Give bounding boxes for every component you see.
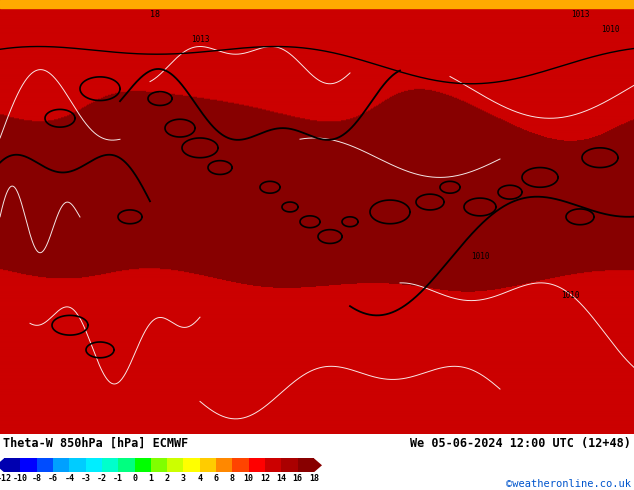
Bar: [265, 458, 281, 472]
Bar: [249, 458, 265, 472]
Text: 1013: 1013: [571, 10, 589, 19]
Text: -1: -1: [113, 474, 123, 483]
Text: -8: -8: [32, 474, 42, 483]
Bar: [298, 458, 314, 472]
Bar: [183, 458, 200, 472]
Text: -12: -12: [0, 474, 11, 483]
Bar: [37, 458, 53, 472]
Text: 12: 12: [260, 474, 270, 483]
Polygon shape: [314, 458, 322, 472]
Text: 1010: 1010: [471, 252, 489, 261]
Text: 3: 3: [181, 474, 186, 483]
Text: -2: -2: [97, 474, 107, 483]
Text: -10: -10: [13, 474, 28, 483]
Bar: [102, 458, 118, 472]
Text: 16: 16: [293, 474, 302, 483]
Text: 4: 4: [197, 474, 202, 483]
Text: -3: -3: [81, 474, 91, 483]
Text: 6: 6: [214, 474, 219, 483]
Text: 10: 10: [243, 474, 254, 483]
Bar: [53, 458, 69, 472]
Bar: [69, 458, 86, 472]
Bar: [281, 458, 298, 472]
Bar: [233, 458, 249, 472]
Text: 1010: 1010: [601, 25, 619, 34]
Bar: [0, 0, 634, 8]
Text: -6: -6: [48, 474, 58, 483]
Text: 14: 14: [276, 474, 287, 483]
Text: 0: 0: [132, 474, 137, 483]
Text: 18: 18: [309, 474, 319, 483]
Text: 2: 2: [165, 474, 170, 483]
Text: We 05-06-2024 12:00 UTC (12+48): We 05-06-2024 12:00 UTC (12+48): [410, 437, 631, 450]
Text: 1010: 1010: [560, 291, 579, 300]
Text: 8: 8: [230, 474, 235, 483]
Bar: [134, 458, 151, 472]
Text: Theta-W 850hPa [hPa] ECMWF: Theta-W 850hPa [hPa] ECMWF: [3, 437, 188, 450]
Bar: [118, 458, 134, 472]
Text: -4: -4: [64, 474, 74, 483]
Bar: [4, 458, 20, 472]
Bar: [20, 458, 37, 472]
Text: 1013: 1013: [191, 35, 209, 44]
Bar: [86, 458, 102, 472]
Bar: [151, 458, 167, 472]
Text: 1: 1: [148, 474, 153, 483]
Bar: [216, 458, 233, 472]
Text: ©weatheronline.co.uk: ©weatheronline.co.uk: [506, 479, 631, 489]
Bar: [167, 458, 183, 472]
Polygon shape: [0, 458, 4, 472]
Bar: [200, 458, 216, 472]
Text: 18: 18: [150, 10, 160, 19]
